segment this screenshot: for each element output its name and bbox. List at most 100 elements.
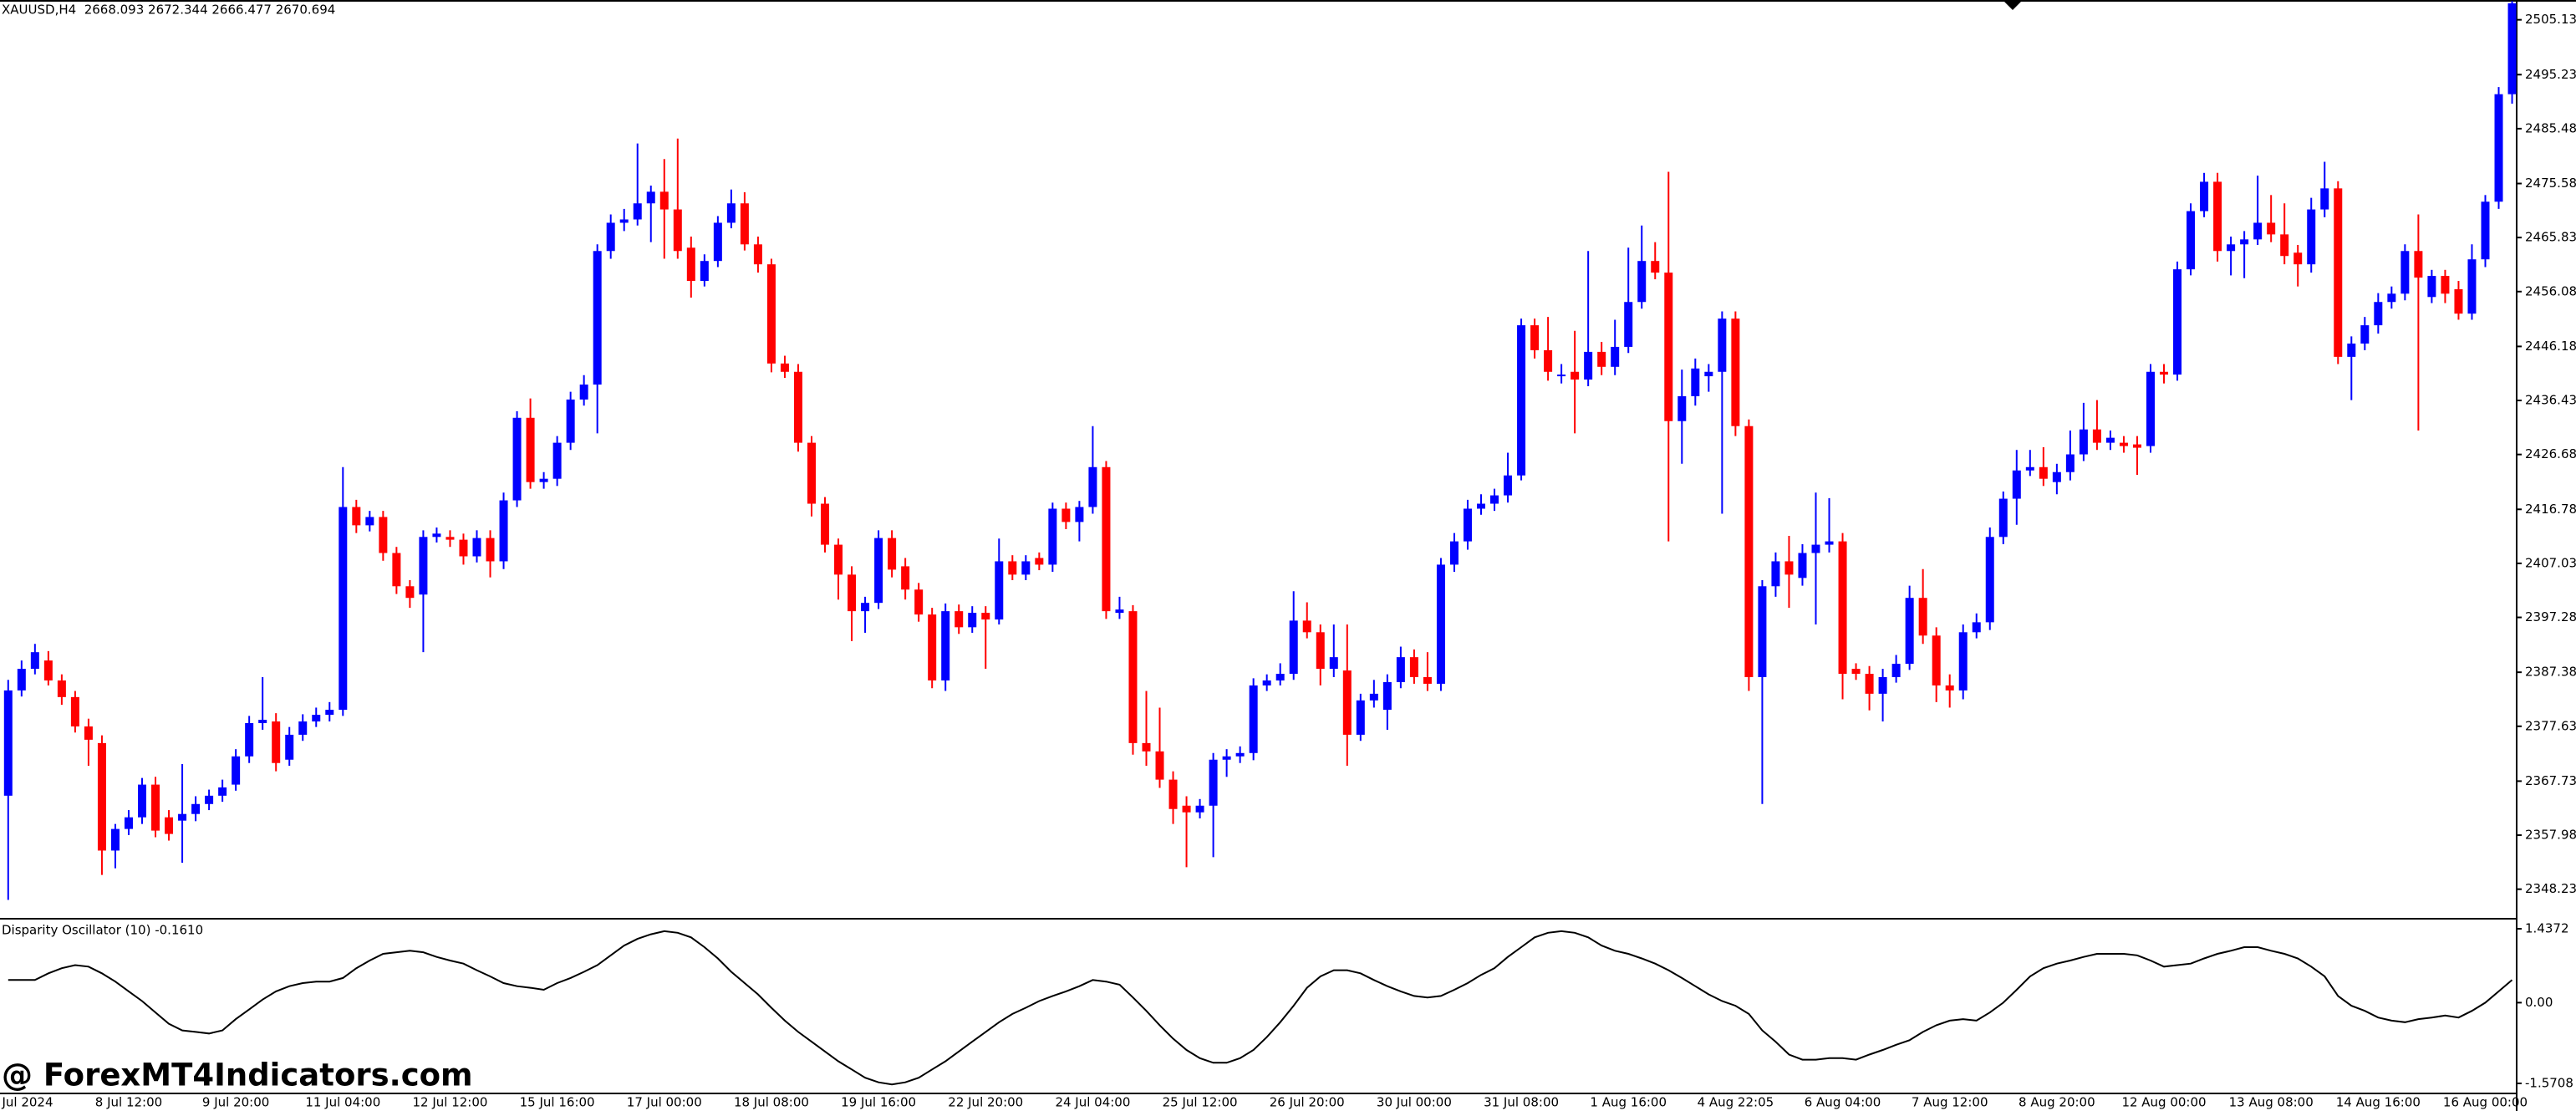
candle-body bbox=[30, 652, 39, 670]
x-tick-label: 8 Jul 12:00 bbox=[95, 1095, 162, 1110]
candle-body bbox=[2012, 470, 2021, 499]
candle-body bbox=[124, 817, 133, 829]
candle-body bbox=[1035, 558, 1044, 565]
x-tick-label: 14 Aug 16:00 bbox=[2336, 1095, 2421, 1110]
candle-body bbox=[97, 742, 106, 851]
candle-body bbox=[2160, 371, 2169, 375]
candle-body bbox=[1865, 674, 1874, 694]
candle-body bbox=[1195, 805, 1204, 813]
candle-body bbox=[1302, 620, 1311, 633]
candle-body bbox=[1798, 553, 1807, 578]
candle-body bbox=[619, 219, 629, 223]
candle-body bbox=[1637, 261, 1647, 303]
candle-body bbox=[2200, 181, 2209, 211]
candle-body bbox=[1611, 346, 1620, 367]
x-tick-label: 7 Aug 12:00 bbox=[1912, 1095, 1988, 1110]
candle-body bbox=[232, 756, 241, 785]
watermark: @ ForexMT4Indicators.com bbox=[2, 1057, 473, 1093]
x-tick-label: 24 Jul 04:00 bbox=[1055, 1095, 1130, 1110]
y-tick-label: 2505.130 bbox=[2525, 12, 2576, 27]
candle-body bbox=[352, 507, 361, 526]
candle-body bbox=[258, 720, 267, 724]
candle-body bbox=[1597, 351, 1606, 367]
candle-body bbox=[1985, 537, 1994, 623]
y-tick-label: 0.00 bbox=[2525, 995, 2553, 1010]
candle-body bbox=[272, 721, 281, 763]
candle-body bbox=[659, 191, 669, 210]
x-tick-label: 13 Aug 08:00 bbox=[2229, 1095, 2314, 1110]
candle-body bbox=[499, 500, 508, 562]
candle-body bbox=[1918, 598, 1927, 636]
candle-body bbox=[486, 538, 495, 562]
candle-body bbox=[2481, 201, 2490, 260]
candle-body bbox=[1544, 349, 1553, 372]
candle-body bbox=[1289, 620, 1298, 675]
candle-body bbox=[1624, 302, 1633, 347]
candle-body bbox=[1517, 325, 1526, 476]
y-tick-label: 2426.680 bbox=[2525, 446, 2576, 461]
candle-body bbox=[793, 371, 802, 443]
candle-body bbox=[1409, 657, 1418, 677]
candle-body bbox=[2441, 276, 2450, 294]
candle-body bbox=[419, 537, 428, 595]
candle-body bbox=[2347, 343, 2356, 357]
candle-body bbox=[2240, 239, 2249, 245]
candle-body bbox=[2400, 251, 2410, 294]
candle-body bbox=[1571, 371, 1580, 380]
candle-body bbox=[1691, 368, 1700, 396]
candle-body bbox=[914, 589, 924, 615]
candle-body bbox=[1102, 466, 1111, 612]
candle-body bbox=[1932, 635, 1941, 685]
candle-body bbox=[1718, 319, 1727, 372]
y-tick-label: -1.5708 bbox=[2525, 1075, 2573, 1090]
candle-body bbox=[1436, 564, 1445, 684]
candle-body bbox=[1088, 466, 1097, 507]
candle-body bbox=[151, 784, 160, 831]
candle-body bbox=[1128, 611, 1138, 743]
candle-body bbox=[459, 539, 468, 557]
candle-body bbox=[861, 603, 870, 612]
candle-body bbox=[110, 828, 120, 851]
candle-body bbox=[2173, 269, 2182, 375]
candle-body bbox=[2052, 471, 2061, 482]
candle-body bbox=[593, 251, 602, 385]
candle-body bbox=[1731, 319, 1740, 426]
candle-body bbox=[2494, 94, 2503, 202]
candle-body bbox=[285, 734, 294, 760]
candle-body bbox=[1891, 664, 1901, 677]
candle-body bbox=[2187, 211, 2196, 270]
candle-body bbox=[1945, 685, 1954, 691]
candle-body bbox=[2039, 466, 2048, 479]
candle-body bbox=[740, 203, 749, 245]
candle-body bbox=[1784, 561, 1794, 575]
candle-body bbox=[1008, 561, 1017, 575]
candle-body bbox=[968, 613, 977, 628]
candle-body bbox=[1905, 598, 1914, 665]
candle-body bbox=[1329, 657, 1338, 670]
candle-body bbox=[2427, 276, 2436, 298]
y-tick-label: 1.4372 bbox=[2525, 921, 2569, 936]
candle-body bbox=[1342, 670, 1352, 735]
candle-body bbox=[1838, 541, 1847, 675]
candle-body bbox=[191, 803, 201, 814]
candle-body bbox=[17, 669, 26, 691]
candle-body bbox=[753, 244, 762, 265]
candle-body bbox=[2119, 442, 2128, 446]
candle-body bbox=[57, 680, 66, 697]
candle-body bbox=[379, 517, 388, 553]
candle-body bbox=[365, 517, 374, 526]
candle-body bbox=[84, 726, 93, 740]
candle-body bbox=[2334, 188, 2343, 357]
candle-body bbox=[2092, 429, 2101, 443]
candle-body bbox=[1449, 541, 1459, 565]
candle-body bbox=[1490, 495, 1499, 504]
candle-body bbox=[2025, 466, 2034, 471]
y-tick-label: 2407.030 bbox=[2525, 555, 2576, 570]
candle-body bbox=[1262, 680, 1271, 685]
candle-body bbox=[205, 795, 214, 804]
candle-body bbox=[1851, 669, 1861, 675]
x-tick-label: 26 Jul 20:00 bbox=[1270, 1095, 1345, 1110]
candle-body bbox=[2387, 293, 2396, 303]
candle-body bbox=[1048, 508, 1057, 565]
candle-body bbox=[646, 191, 655, 204]
